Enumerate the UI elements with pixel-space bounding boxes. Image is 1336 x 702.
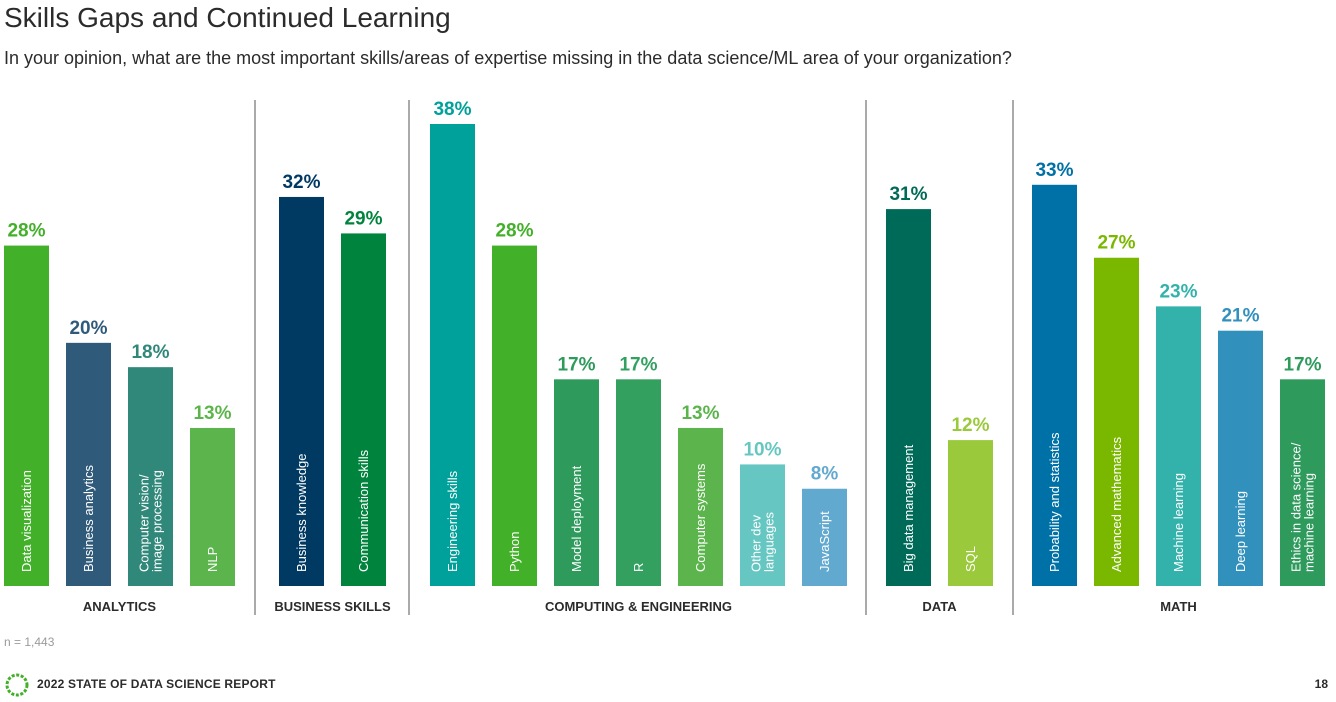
value-label-sql: 12% [951,415,989,436]
group-label-math: MATH [1160,599,1197,614]
category-label-line: Model deployment [569,465,584,572]
category-label-deep-learning: Deep learning [1233,491,1248,572]
bar-data-visualization [4,245,49,586]
value-label-communication-skills: 29% [344,208,382,229]
category-label-engineering-skills: Engineering skills [445,470,460,572]
category-label-communication-skills: Communication skills [356,449,371,572]
category-label-data-visualization: Data visualization [19,470,34,572]
value-label-javascript: 8% [811,464,839,485]
category-label-ethics-in-data-science-machine-learning: Ethics in data science/machine learning [1289,442,1317,572]
report-name: 2022 STATE OF DATA SCIENCE REPORT [37,677,276,691]
value-label-ethics-in-data-science-machine-learning: 17% [1283,354,1321,375]
group-label-data: DATA [922,599,957,614]
bar-sql [948,440,993,586]
category-label-line: R [631,563,646,572]
page-subtitle: In your opinion, what are the most impor… [4,48,1012,68]
category-label-line: NLP [205,547,220,572]
value-label-probability-and-statistics: 33% [1035,160,1073,181]
category-label-python: Python [507,532,522,572]
category-label-line: Big data management [901,444,916,572]
category-label-javascript: JavaScript [817,511,832,572]
group-label-analytics: ANALYTICS [83,599,157,614]
page-number: 18 [1314,677,1328,691]
category-label-line: image processing [150,470,165,572]
category-label-nlp: NLP [205,547,220,572]
category-label-line: SQL [963,546,978,572]
bar-big-data-management [886,209,931,586]
category-label-line: machine learning [1302,473,1317,572]
bar-model-deployment [554,379,599,586]
category-label-line: Data visualization [19,470,34,572]
value-label-computer-systems: 13% [681,403,719,424]
category-label-line: Advanced mathematics [1109,436,1124,572]
category-label-advanced-mathematics: Advanced mathematics [1109,436,1124,572]
category-label-line: Computer vision/ [137,474,152,572]
category-label-line: Other dev [749,514,764,572]
group-label-business-skills: BUSINESS SKILLS [274,599,391,614]
bar-computer-systems [678,427,723,586]
category-label-line: Engineering skills [445,470,460,572]
value-label-machine-learning: 23% [1159,281,1197,302]
category-label-line: Probability and statistics [1047,432,1062,572]
bar-r [616,379,661,586]
value-label-nlp: 13% [193,403,231,424]
bar-engineering-skills [430,124,475,586]
category-label-machine-learning: Machine learning [1171,473,1186,572]
category-label-business-analytics: Business analytics [81,465,96,572]
value-label-advanced-mathematics: 27% [1097,233,1135,254]
value-label-big-data-management: 31% [889,184,927,205]
value-label-r: 17% [619,354,657,375]
category-label-line: Python [507,532,522,572]
category-label-model-deployment: Model deployment [569,465,584,572]
category-label-line: Business analytics [81,465,96,572]
bar-deep-learning [1218,330,1263,586]
category-label-line: Deep learning [1233,491,1248,572]
bar-business-knowledge [279,196,324,586]
page-title: Skills Gaps and Continued Learning [4,2,451,33]
category-label-r: R [631,563,646,572]
bar-computer-vision-image-processing [128,367,173,586]
value-label-model-deployment: 17% [557,354,595,375]
category-label-line: Computer systems [693,463,708,572]
bar-advanced-mathematics [1094,257,1139,586]
bar-python [492,245,537,586]
bar-communication-skills [341,233,386,586]
bar-ethics-in-data-science-machine-learning [1280,379,1325,586]
bar-probability-and-statistics [1032,184,1077,586]
bar-other-dev-languages [740,464,785,586]
bar-nlp [190,427,235,586]
value-label-engineering-skills: 38% [433,99,471,120]
category-label-line: Ethics in data science/ [1289,442,1304,572]
category-label-line: Machine learning [1171,473,1186,572]
category-label-computer-systems: Computer systems [693,463,708,572]
category-label-computer-vision-image-processing: Computer vision/image processing [137,470,165,572]
value-label-other-dev-languages: 10% [743,439,781,460]
category-label-sql: SQL [963,546,978,572]
category-label-probability-and-statistics: Probability and statistics [1047,432,1062,572]
report-logo-icon [5,673,29,697]
category-label-business-knowledge: Business knowledge [294,453,309,572]
value-label-python: 28% [495,221,533,242]
value-label-business-analytics: 20% [69,318,107,339]
value-label-business-knowledge: 32% [282,172,320,193]
bar-javascript [802,488,847,586]
category-label-line: JavaScript [817,511,832,572]
category-label-big-data-management: Big data management [901,444,916,572]
bar-machine-learning [1156,306,1201,586]
category-label-line: Business knowledge [294,453,309,572]
value-label-data-visualization: 28% [7,221,45,242]
category-label-line: languages [762,512,777,572]
category-label-line: Communication skills [356,449,371,572]
sample-size-note: n = 1,443 [4,635,55,649]
group-label-computing-engineering: COMPUTING & ENGINEERING [545,599,732,614]
value-label-computer-vision-image-processing: 18% [131,342,169,363]
bar-business-analytics [66,342,111,586]
value-label-deep-learning: 21% [1221,306,1259,327]
category-label-other-dev-languages: Other devlanguages [749,512,777,572]
skills-gap-bar-chart: 28% Data visualization 20% Business analyti… [4,99,1325,615]
